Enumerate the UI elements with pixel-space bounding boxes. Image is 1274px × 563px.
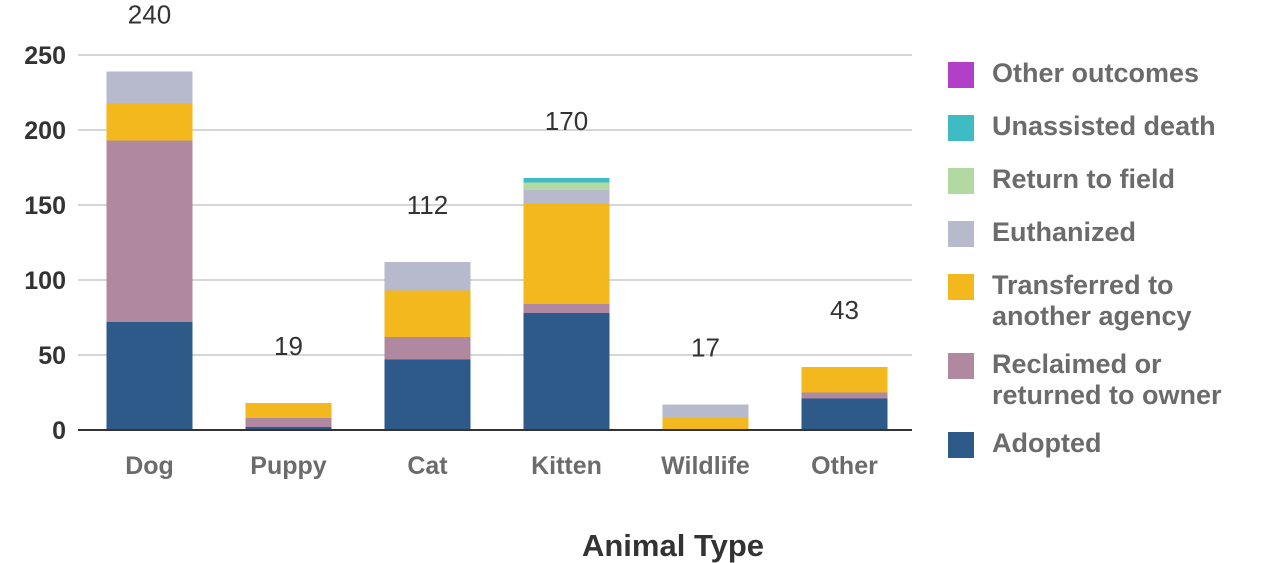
y-tick-label: 250 <box>24 42 66 70</box>
legend-swatch <box>948 432 974 458</box>
bar-segment <box>106 103 193 141</box>
bar-total-labels: 240 19 112 170 17 43 <box>128 0 859 363</box>
bar-segment <box>384 337 471 360</box>
bar-segment <box>523 190 610 204</box>
legend-swatch <box>948 115 974 141</box>
legend-item: Adopted <box>948 428 1268 459</box>
bar-segment <box>662 404 749 418</box>
legend-item: Transferred to another agency <box>948 270 1268 332</box>
legend-swatch <box>948 62 974 88</box>
legend-label: Unassisted death <box>992 111 1216 141</box>
legend-swatch <box>948 168 974 194</box>
bar-total-label: 170 <box>545 106 588 136</box>
x-axis-title: Animal Type <box>582 528 764 563</box>
x-tick-label: Wildlife <box>661 452 750 480</box>
legend-swatch <box>948 274 974 300</box>
bar-total-label: 17 <box>691 333 720 363</box>
bar-segment <box>523 304 610 313</box>
gridlines <box>78 54 912 356</box>
bar-segment <box>523 182 610 190</box>
x-tick-label: Kitten <box>531 452 602 480</box>
legend-label: Return to field <box>992 164 1175 194</box>
bar-total-label: 19 <box>274 331 303 361</box>
bar-segment <box>801 367 888 393</box>
bar-total-label: 43 <box>830 295 859 325</box>
legend-item: Other outcomes <box>948 58 1268 89</box>
y-tick-label: 100 <box>24 267 66 295</box>
y-tick-label: 200 <box>24 117 66 145</box>
legend: Other outcomes Unassisted death Return to … <box>948 58 1268 481</box>
legend-label: Adopted <box>992 428 1102 458</box>
stacked-bar-chart: 0 50 100 150 200 250 Dog Puppy Cat Kitten Wildlif… <box>24 0 912 563</box>
y-tick-label: 50 <box>38 342 66 370</box>
y-tick-label: 150 <box>24 192 66 220</box>
bar-segment <box>245 403 332 418</box>
x-tick-label: Cat <box>407 452 448 480</box>
legend-item: Unassisted death <box>948 111 1268 142</box>
x-tick-label: Puppy <box>250 452 326 480</box>
bar-segment <box>384 290 471 337</box>
legend-label: Euthanized <box>992 217 1137 247</box>
bar-segment <box>106 140 193 322</box>
legend-swatch <box>948 353 974 379</box>
bar-segment <box>106 322 193 430</box>
bars <box>106 71 888 430</box>
legend-item: Reclaimed or returned to owner <box>948 349 1268 411</box>
bar-segment <box>523 203 610 304</box>
y-axis-ticks: 0 50 100 150 200 250 <box>24 42 66 445</box>
bar-segment <box>384 262 471 291</box>
bar-segment <box>245 427 332 430</box>
legend-label: Transferred to another agency <box>992 270 1192 331</box>
x-axis-ticks: Dog Puppy Cat Kitten Wildlife Other <box>125 452 878 480</box>
legend-item: Euthanized <box>948 217 1268 248</box>
bar-total-label: 240 <box>128 0 171 30</box>
bar-segment <box>384 359 471 430</box>
legend-label: Other outcomes <box>992 58 1200 88</box>
bar-total-label: 112 <box>407 190 448 220</box>
bar-segment <box>245 418 332 427</box>
legend-swatch <box>948 221 974 247</box>
legend-item: Return to field <box>948 164 1268 195</box>
bar-segment <box>801 392 888 399</box>
legend-label: Reclaimed or returned to owner <box>992 349 1222 410</box>
y-tick-label: 0 <box>52 417 66 445</box>
x-tick-label: Other <box>811 452 878 480</box>
bar-segment <box>106 71 193 103</box>
bar-segment <box>523 178 610 183</box>
x-tick-label: Dog <box>125 452 174 480</box>
bar-segment <box>523 313 610 430</box>
bar-segment <box>662 418 749 430</box>
bar-segment <box>801 398 888 430</box>
